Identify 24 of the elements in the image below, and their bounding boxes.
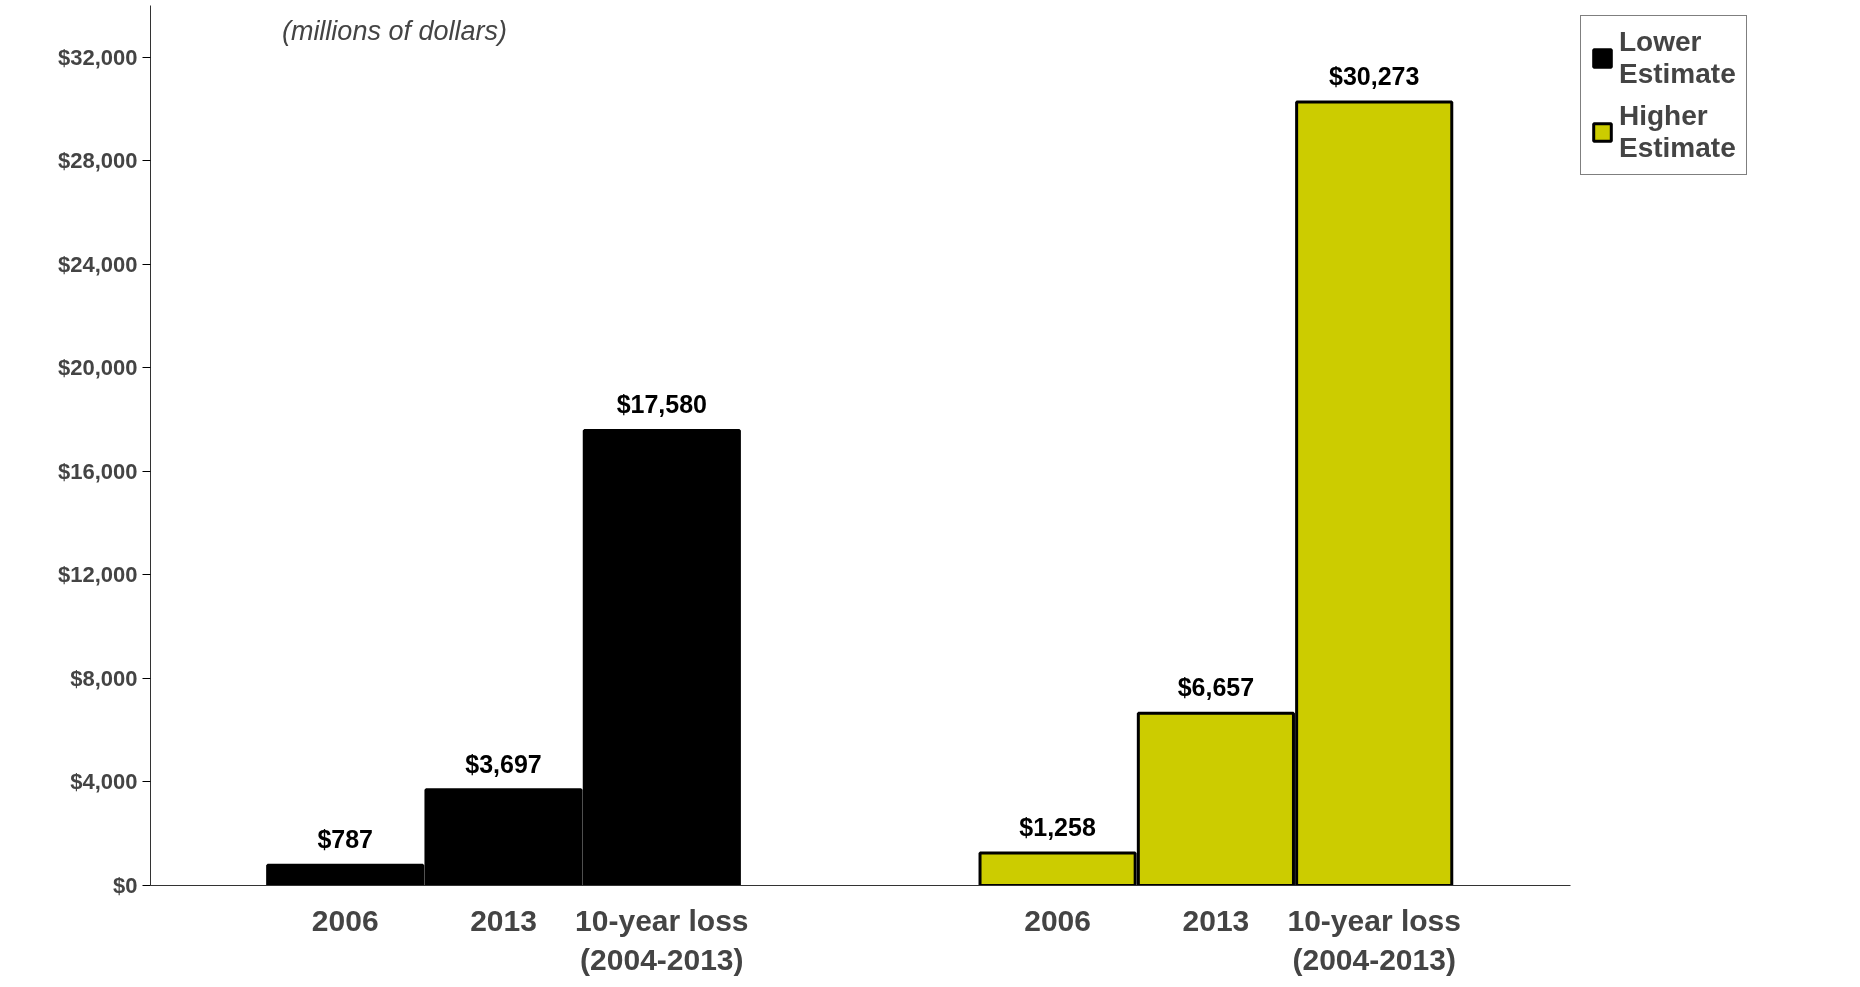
y-tick-label: $8,000	[70, 665, 138, 691]
x-tick-label: 2006	[1024, 903, 1091, 937]
annotation: (millions of dollars)	[281, 15, 507, 46]
x-tick-label: 10-year loss (2004-2013)	[575, 903, 749, 977]
y-tick-label: $24,000	[57, 251, 138, 277]
x-tick-label: 2013	[470, 903, 537, 937]
data-label: $1,258	[1019, 812, 1096, 841]
y-tick-label: $4,000	[70, 769, 138, 795]
y-tick-label: $12,000	[57, 562, 138, 588]
data-label: $3,697	[465, 749, 542, 778]
legend-label: Lower Estimate	[1619, 26, 1736, 90]
y-tick-label: $0	[113, 873, 138, 898]
data-label: $787	[317, 825, 374, 854]
data-label: $17,580	[616, 390, 708, 419]
y-tick-label: $20,000	[57, 355, 138, 381]
y-tick-label: $16,000	[57, 458, 138, 484]
x-tick-label: 10-year loss (2004-2013)	[1287, 903, 1461, 977]
data-label: $30,273	[1329, 61, 1420, 90]
y-tick-label: $32,000	[57, 44, 138, 70]
data-label: $6,657	[1177, 673, 1255, 702]
legend-label: Higher Estimate	[1619, 100, 1736, 164]
x-tick-label: 2013	[1182, 903, 1250, 937]
y-tick-label: $28,000	[57, 148, 138, 174]
x-tick-label: 2006	[311, 903, 379, 937]
